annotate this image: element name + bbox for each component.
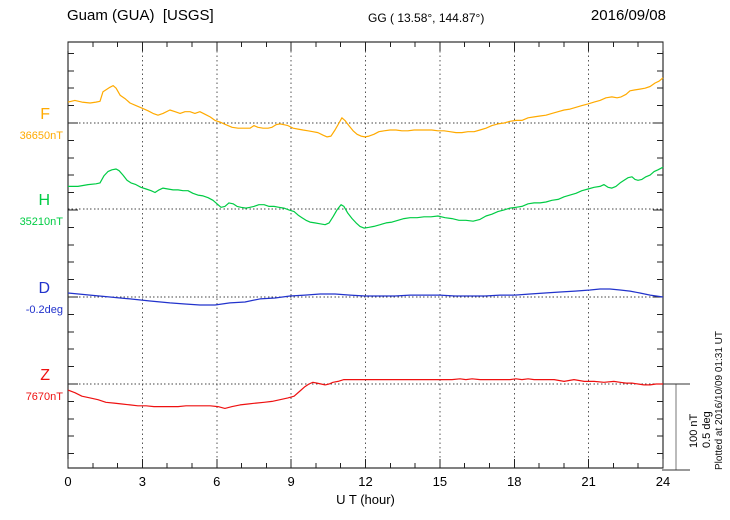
x-tick-label-15: 15 (432, 474, 448, 489)
x-axis-title: U T (hour) (336, 492, 395, 507)
trace-baseline-value-Z: 7670nT (25, 391, 63, 403)
x-tick-label-18: 18 (507, 474, 522, 489)
x-tick-label-9: 9 (287, 474, 295, 489)
trace-baseline-value-H: 35210nT (19, 216, 63, 228)
x-tick-label-3: 3 (138, 474, 146, 489)
trace-Z (67, 378, 663, 409)
trace-label-D: D (38, 280, 50, 297)
trace-F (67, 77, 664, 138)
station-title: Guam (GUA) [USGS] (67, 7, 214, 24)
geographic-coordinates: GG ( 13.58°, 144.87°) (368, 11, 485, 25)
x-tick-label-0: 0 (64, 474, 72, 489)
x-tick-label-6: 6 (213, 474, 221, 489)
trace-D (67, 288, 664, 306)
trace-label-F: F (40, 106, 50, 123)
trace-label-Z: Z (40, 367, 50, 384)
scale-bar-nt-label: 100 nT (688, 413, 700, 448)
x-tick-label-12: 12 (358, 474, 373, 489)
trace-H (68, 166, 664, 229)
trace-baseline-value-D: -0.2deg (25, 304, 63, 316)
plotted-at-note: Plotted at 2016/10/09 01:31 UT (714, 331, 725, 470)
plot-date: 2016/09/08 (590, 7, 666, 24)
scale-bar-deg-label: 0.5 deg (701, 411, 713, 448)
x-tick-label-24: 24 (655, 474, 671, 489)
trace-label-H: H (38, 192, 50, 209)
x-tick-label-21: 21 (581, 474, 596, 489)
trace-baseline-value-F: 36650nT (19, 130, 63, 142)
